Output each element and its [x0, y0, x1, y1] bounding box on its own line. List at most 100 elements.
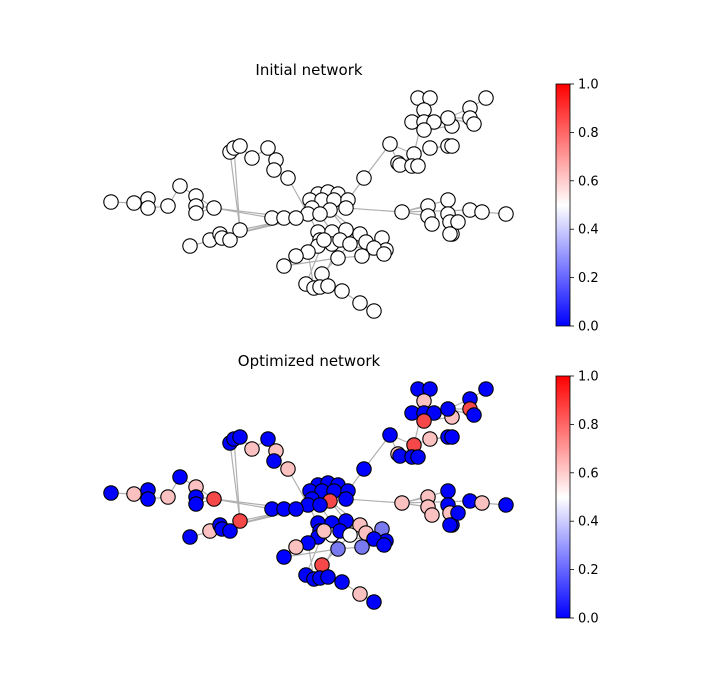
- network-node: [276, 549, 292, 565]
- network-node: [222, 232, 238, 248]
- network-node: [140, 491, 156, 507]
- network-edge: [345, 207, 403, 213]
- network-node: [442, 226, 458, 242]
- network-node: [440, 483, 456, 499]
- network-node: [450, 214, 466, 230]
- network-node: [444, 429, 460, 445]
- network-edge: [233, 147, 241, 231]
- network-node: [440, 401, 456, 417]
- network-node: [232, 138, 248, 154]
- network-node: [334, 283, 350, 299]
- network-node: [440, 110, 456, 126]
- colorbar-tick-label: 0.6: [578, 466, 599, 481]
- optimized-network-panel: Optimized network: [103, 352, 514, 610]
- network-node: [444, 138, 460, 154]
- network-node: [474, 495, 490, 511]
- network-node: [222, 523, 238, 539]
- network-node: [260, 431, 276, 447]
- network-node: [416, 122, 432, 138]
- network-node: [276, 258, 292, 274]
- colorbar-tick-label: 0.6: [578, 174, 599, 189]
- initial-network-title: Initial network: [255, 61, 363, 79]
- network-node: [356, 461, 372, 477]
- network-node: [266, 453, 282, 469]
- network-node: [288, 210, 304, 226]
- network-node: [366, 594, 382, 610]
- network-node: [244, 441, 260, 457]
- network-node: [244, 150, 260, 166]
- network-node: [260, 140, 276, 156]
- network-node: [376, 537, 392, 553]
- network-node: [424, 507, 440, 523]
- network-node: [206, 200, 222, 216]
- network-edge: [213, 207, 273, 219]
- network-node: [316, 232, 332, 248]
- optimized-network-colorbar: 0.0 0.2 0.4 0.6 0.8 1.0: [555, 370, 599, 627]
- network-node: [320, 278, 336, 294]
- network-edge: [229, 442, 241, 522]
- network-edge: [345, 498, 403, 504]
- network-node: [354, 539, 370, 555]
- network-node: [366, 303, 382, 319]
- network-edge: [213, 498, 273, 510]
- network-node: [352, 586, 368, 602]
- initial-network-nodes: [103, 90, 514, 319]
- colorbar-gradient: [555, 375, 571, 619]
- network-node: [416, 413, 432, 429]
- network-node: [232, 222, 248, 238]
- colorbar-ticks: 0.0 0.2 0.4 0.6 0.8 1.0: [570, 78, 599, 335]
- network-node: [394, 204, 410, 220]
- colorbar-tick-label: 0.2: [578, 563, 599, 578]
- network-node: [382, 136, 398, 152]
- network-node: [474, 204, 490, 220]
- network-node: [426, 405, 442, 421]
- colorbar-tick-label: 0.8: [578, 126, 599, 141]
- network-node: [478, 381, 494, 397]
- network-edge: [401, 500, 471, 504]
- network-node: [288, 248, 304, 264]
- optimized-network-nodes: [103, 381, 514, 610]
- network-node: [172, 469, 188, 485]
- network-node: [126, 195, 142, 211]
- network-node: [342, 236, 358, 252]
- network-edge: [283, 548, 339, 558]
- network-edge: [229, 151, 241, 231]
- network-edge: [283, 257, 339, 267]
- network-node: [280, 461, 296, 477]
- network-node: [103, 485, 119, 501]
- colorbar-tick-label: 1.0: [578, 370, 599, 385]
- network-node: [356, 170, 372, 186]
- network-node: [352, 295, 368, 311]
- network-node: [376, 246, 392, 262]
- network-node: [188, 496, 204, 512]
- network-node: [140, 200, 156, 216]
- network-edge: [287, 177, 319, 233]
- network-node: [316, 523, 332, 539]
- network-node: [312, 497, 328, 513]
- network-node: [466, 116, 482, 132]
- network-node: [466, 407, 482, 423]
- initial-network-colorbar: 0.0 0.2 0.4 0.6 0.8 1.0: [555, 78, 599, 335]
- network-node: [422, 140, 438, 156]
- network-node: [160, 489, 176, 505]
- initial-network-panel: Initial network: [103, 61, 514, 319]
- network-node: [338, 491, 354, 507]
- network-node: [394, 495, 410, 511]
- network-node: [182, 238, 198, 254]
- network-node: [280, 170, 296, 186]
- network-node: [288, 539, 304, 555]
- network-node: [232, 429, 248, 445]
- network-node: [498, 206, 514, 222]
- network-node: [338, 200, 354, 216]
- network-edge: [287, 468, 319, 524]
- network-node: [426, 114, 442, 130]
- network-node: [410, 158, 426, 174]
- network-node: [424, 216, 440, 232]
- network-node: [442, 517, 458, 533]
- network-node: [382, 427, 398, 443]
- network-node: [206, 491, 222, 507]
- colorbar-gradient: [555, 83, 571, 327]
- network-node: [232, 513, 248, 529]
- colorbar-tick-label: 0.8: [578, 418, 599, 433]
- optimized-network-title: Optimized network: [238, 352, 381, 370]
